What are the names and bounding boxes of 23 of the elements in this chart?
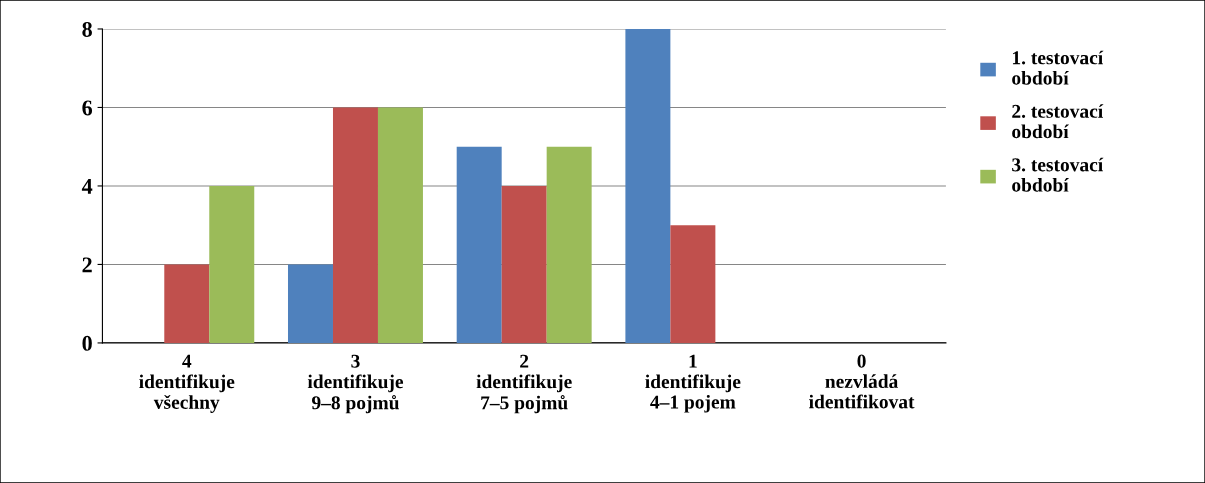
x-tick-label: 0 nezvládá identifikovat — [809, 354, 915, 409]
x-tick-label: 3 identifikuje 9‒8 pojmů — [307, 354, 404, 414]
y-tick-label: 2 — [82, 257, 92, 273]
bar — [456, 146, 502, 343]
x-tick-label: 4 identifikuje všechny — [139, 354, 235, 413]
bar — [501, 185, 547, 343]
bar — [164, 264, 210, 343]
bar — [288, 264, 333, 343]
y-tick-label: 6 — [82, 100, 93, 116]
bar — [546, 146, 592, 343]
bar — [332, 107, 378, 343]
legend-label: 2. testovací období — [1012, 104, 1104, 139]
x-tick-label: 1 identifikuje 4‒1 pojem — [645, 354, 741, 413]
legend-label: 1. testovací období — [1012, 50, 1104, 85]
y-tick-label: 0 — [82, 335, 92, 351]
x-tick-label: 2 identifikuje 7‒5 pojmů — [476, 354, 572, 414]
y-tick-label: 4 — [81, 179, 93, 194]
y-tick-label: 8 — [82, 21, 92, 37]
legend-label: 3. testovací období — [1012, 157, 1104, 192]
bar — [209, 185, 255, 343]
bar — [377, 107, 423, 343]
bar — [670, 225, 716, 343]
bar — [625, 28, 671, 343]
